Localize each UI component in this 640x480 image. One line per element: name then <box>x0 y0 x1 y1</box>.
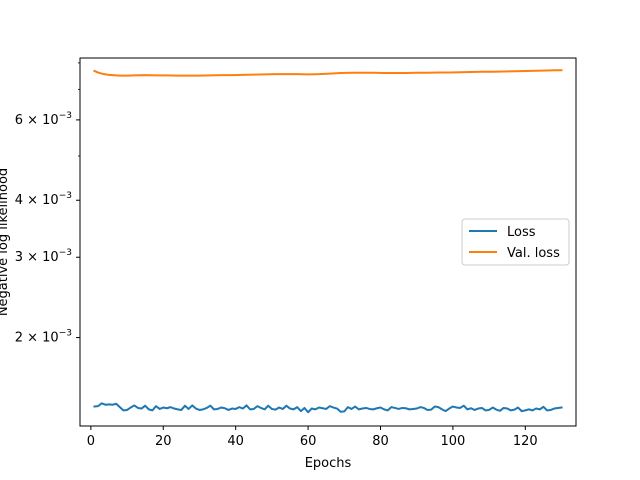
legend-label-val-loss: Val. loss <box>507 246 560 261</box>
y-tick-label: 3 × 10−3 <box>15 248 72 265</box>
series-line-val-loss <box>93 69 563 77</box>
x-tick-label: 40 <box>227 434 244 449</box>
legend-label-loss: Loss <box>507 225 536 240</box>
legend: Loss Val. loss <box>461 218 570 266</box>
x-axis-label: Epochs <box>305 456 352 471</box>
y-tick-label: 2 × 10−3 <box>15 329 72 346</box>
x-tick-label: 20 <box>155 434 172 449</box>
x-tick-label: 80 <box>372 434 389 449</box>
series-layer <box>93 69 563 414</box>
x-axis-ticks: 0 20 40 60 80 100 120 <box>87 426 538 449</box>
plot-frame <box>79 57 577 427</box>
x-tick-label: 100 <box>440 434 465 449</box>
y-axis-ticks: 2 × 10−3 3 × 10−3 4 × 10−3 6 × 10−3 <box>15 62 80 346</box>
x-tick-label: 0 <box>87 434 95 449</box>
x-tick-label: 120 <box>513 434 538 449</box>
y-axis-label: Negative log likelihood <box>0 168 11 316</box>
y-tick-label: 6 × 10−3 <box>15 111 72 128</box>
x-tick-label: 60 <box>300 434 317 449</box>
series-line-loss <box>93 402 563 414</box>
y-tick-label: 4 × 10−3 <box>15 191 72 208</box>
